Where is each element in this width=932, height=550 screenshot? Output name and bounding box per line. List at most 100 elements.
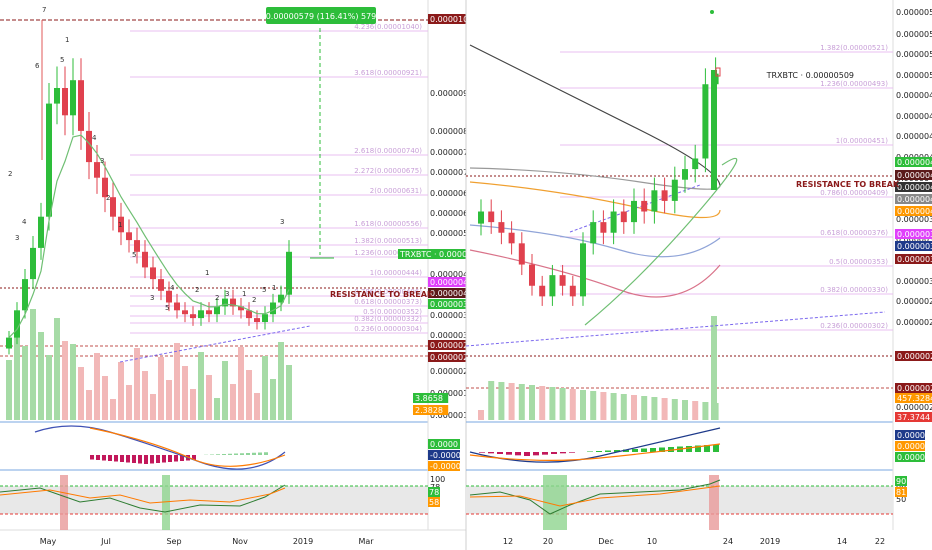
left-candle[interactable] [150, 267, 156, 280]
left-candle[interactable] [62, 88, 68, 116]
right-candle[interactable] [631, 200, 637, 223]
right-candle[interactable] [580, 243, 586, 297]
right-macd-tag [895, 452, 925, 462]
measure-box-bg [266, 7, 376, 24]
right-macd-tag-text: 0.0000 [897, 453, 925, 462]
left-time-axis-label: Nov [232, 537, 248, 546]
right-candle[interactable] [682, 169, 688, 180]
left-candle[interactable] [182, 310, 188, 315]
right-candle[interactable] [508, 232, 515, 244]
left-rsi-highlight-green [162, 475, 170, 530]
left-candle[interactable] [86, 130, 92, 163]
right-rsi-tag [895, 487, 907, 497]
left-fib-label: 2.272(0.00000675) [354, 167, 422, 175]
left-candle[interactable] [278, 294, 284, 303]
right-candle[interactable] [498, 222, 505, 233]
right-macd-bar [551, 452, 557, 454]
left-candle[interactable] [94, 162, 100, 178]
right-macd-pane[interactable] [469, 427, 721, 463]
left-candle[interactable] [38, 216, 44, 248]
left-overlays [8, 20, 334, 363]
right-candle[interactable] [620, 211, 627, 223]
left-price-tag [428, 352, 484, 362]
left-macd-tag [428, 461, 460, 471]
right-candle[interactable] [600, 222, 607, 233]
left-time-axis[interactable]: May Jul Sep Nov 2019 Mar [40, 537, 375, 546]
right-candle[interactable] [518, 243, 525, 265]
right-candle[interactable] [671, 179, 678, 201]
right-volume-bar [671, 399, 678, 420]
left-candle[interactable] [22, 279, 28, 311]
right-candle[interactable] [641, 200, 648, 212]
left-candle[interactable] [102, 177, 108, 198]
left-candles[interactable] [6, 58, 292, 355]
left-candle[interactable] [246, 310, 252, 319]
left-candle[interactable] [214, 306, 220, 315]
left-candle[interactable] [126, 232, 132, 241]
right-volume-bar [610, 393, 617, 420]
right-candle[interactable] [661, 190, 668, 201]
right-rsi-pane[interactable]: 8050 [466, 475, 906, 530]
left-candle[interactable] [206, 310, 212, 315]
right-candle[interactable] [702, 84, 709, 159]
right-signal-line [469, 443, 721, 461]
right-candle[interactable] [651, 190, 658, 212]
left-candle[interactable] [198, 310, 204, 319]
left-candle[interactable] [262, 314, 268, 322]
left-price-axis[interactable]: 0.00000900 0.00000800 0.00000750 0.00000700… [430, 89, 478, 420]
left-candle[interactable] [70, 80, 76, 116]
right-candle[interactable] [590, 222, 597, 244]
right-ma-100 [469, 167, 721, 190]
left-candle[interactable] [270, 302, 276, 315]
left-volume-bar [190, 389, 196, 420]
right-macd-bar [641, 448, 647, 452]
right-trendline-lower [465, 311, 886, 347]
left-chart[interactable]: 4.236(0.00001040) 3.618(0.00000921) 2.618(… [0, 0, 501, 550]
left-candle[interactable] [6, 337, 12, 349]
right-time-axis[interactable]: 12 20 Dec 10 24 2019 14 22 [503, 537, 885, 546]
left-candle[interactable] [110, 197, 116, 217]
left-macd-bar [102, 455, 106, 461]
right-candle[interactable] [478, 211, 484, 224]
left-rsi-pane[interactable]: 1007850 [0, 475, 445, 530]
left-candle[interactable] [54, 88, 60, 104]
left-candle[interactable] [230, 298, 236, 307]
right-candle[interactable] [559, 275, 566, 286]
right-candle[interactable] [539, 285, 546, 297]
right-candle[interactable] [692, 158, 699, 170]
left-macd-pane[interactable] [34, 425, 286, 470]
right-last-candle[interactable] [715, 67, 721, 77]
left-candle[interactable] [30, 247, 36, 280]
left-candle[interactable] [254, 318, 260, 322]
right-volume-bar [702, 402, 709, 420]
measure-box[interactable]: 0.00000579 (116.41%) 579 [266, 7, 377, 24]
left-candle[interactable] [14, 310, 20, 338]
left-candle[interactable] [190, 314, 196, 319]
left-candle[interactable] [158, 279, 164, 291]
left-candle[interactable] [78, 80, 84, 131]
right-candle[interactable] [529, 264, 535, 286]
right-candle[interactable] [569, 285, 576, 297]
left-candle[interactable] [238, 306, 244, 311]
left-macd-tag-text: -0.0000 [430, 451, 461, 460]
left-candle[interactable] [286, 251, 292, 295]
left-candle[interactable] [166, 290, 172, 303]
left-rsi-tag [428, 487, 440, 497]
right-chart[interactable]: 1.382(0.00000521) 1.236(0.00000493) 1(0.00… [465, 0, 932, 550]
left-volume-bar [174, 343, 180, 420]
left-candle[interactable] [46, 103, 52, 217]
right-candles[interactable] [478, 10, 721, 306]
left-price-tag-text: 0.00000393 [430, 300, 478, 309]
left-volume-bar [222, 361, 228, 420]
right-candle[interactable] [549, 275, 556, 297]
left-volume-bar [78, 367, 84, 420]
left-candle[interactable] [142, 251, 148, 268]
left-candle[interactable] [134, 240, 140, 252]
left-rsi-signal [0, 487, 286, 504]
right-candle[interactable] [610, 211, 617, 233]
right-candle[interactable] [488, 211, 495, 223]
left-candle[interactable] [174, 302, 180, 311]
right-breakout-candle[interactable] [711, 70, 717, 190]
left-candle[interactable] [118, 216, 124, 233]
left-candle[interactable] [222, 298, 228, 307]
